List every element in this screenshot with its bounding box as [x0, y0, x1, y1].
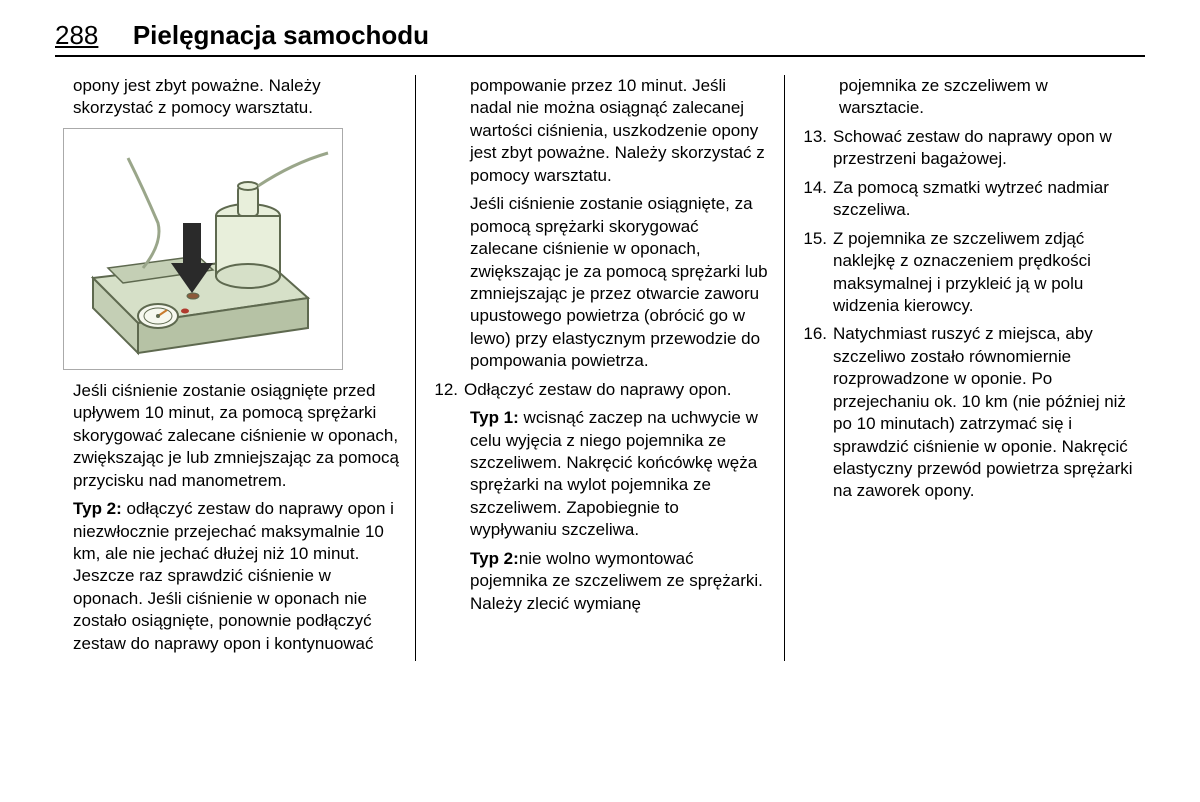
body-columns: opony jest zbyt poważne. Należy skorzyst…	[55, 75, 1145, 661]
column-3: pojemnika ze szczeliwem w warsztacie. 13…	[793, 75, 1145, 661]
column-1: opony jest zbyt poważne. Należy skorzyst…	[55, 75, 407, 661]
col1-p3-bold: Typ 2:	[73, 499, 122, 518]
col2-sub1-text: wcisnąć zaczep na uchwycie w celu wyjęci…	[470, 408, 758, 539]
col1-p3-text: odłączyć zestaw do naprawy opon i niezwł…	[73, 499, 394, 653]
tire-kit-figure	[63, 128, 343, 370]
col2-sub1: Typ 1: wcisnąć zaczep na uchwycie w celu…	[470, 407, 768, 542]
item-13: 13. Schować zestaw do naprawy opon w prz…	[801, 126, 1137, 171]
col2-p2: Jeśli ciśnienie zostanie osiągnięte, za …	[470, 193, 768, 373]
chapter-title: Pielęgnacja samochodu	[133, 20, 429, 51]
item-15: 15. Z pojemnika ze szczeliwem zdjąć nakl…	[801, 228, 1137, 318]
item-14: 14. Za pomocą szmatki wytrzeć nadmiar sz…	[801, 177, 1137, 222]
item-14-text: Za pomocą szmatki wytrzeć nadmiar szczel…	[833, 177, 1137, 222]
divider-1	[415, 75, 416, 661]
header: 288 Pielęgnacja samochodu	[55, 20, 1145, 57]
item-16: 16. Natychmiast ruszyć z miejsca, aby sz…	[801, 323, 1137, 503]
item-14-num: 14.	[801, 177, 833, 222]
item-13-num: 13.	[801, 126, 833, 171]
item-12-num: 12.	[432, 379, 464, 401]
col3-p1: pojemnika ze szczeliwem w warsztacie.	[839, 75, 1137, 120]
col2-p1: pompowanie przez 10 minut. Jeśli nadal n…	[470, 75, 768, 187]
col2-sub1-bold: Typ 1:	[470, 408, 519, 427]
page-number: 288	[55, 20, 98, 51]
col2-sub2-bold: Typ 2:	[470, 549, 519, 568]
col1-p3: Typ 2: odłączyć zestaw do naprawy opon i…	[73, 498, 399, 655]
column-2: pompowanie przez 10 minut. Jeśli nadal n…	[424, 75, 776, 661]
divider-2	[784, 75, 785, 661]
col1-p2: Jeśli ciśnienie zostanie osiągnięte prze…	[73, 380, 399, 492]
item-13-text: Schować zestaw do naprawy opon w przestr…	[833, 126, 1137, 171]
col2-sub2: Typ 2:nie wolno wymontować pojemnika ze …	[470, 548, 768, 615]
item-16-text: Natychmiast ruszyć z miejsca, aby szczel…	[833, 323, 1137, 503]
item-15-num: 15.	[801, 228, 833, 318]
col1-p1: opony jest zbyt poważne. Należy skorzyst…	[73, 75, 399, 120]
item-12-text: Odłączyć zestaw do naprawy opon.	[464, 379, 768, 401]
item-12: 12. Odłączyć zestaw do naprawy opon.	[432, 379, 768, 401]
item-16-num: 16.	[801, 323, 833, 503]
item-15-text: Z pojemnika ze szczeliwem zdjąć naklejkę…	[833, 228, 1137, 318]
